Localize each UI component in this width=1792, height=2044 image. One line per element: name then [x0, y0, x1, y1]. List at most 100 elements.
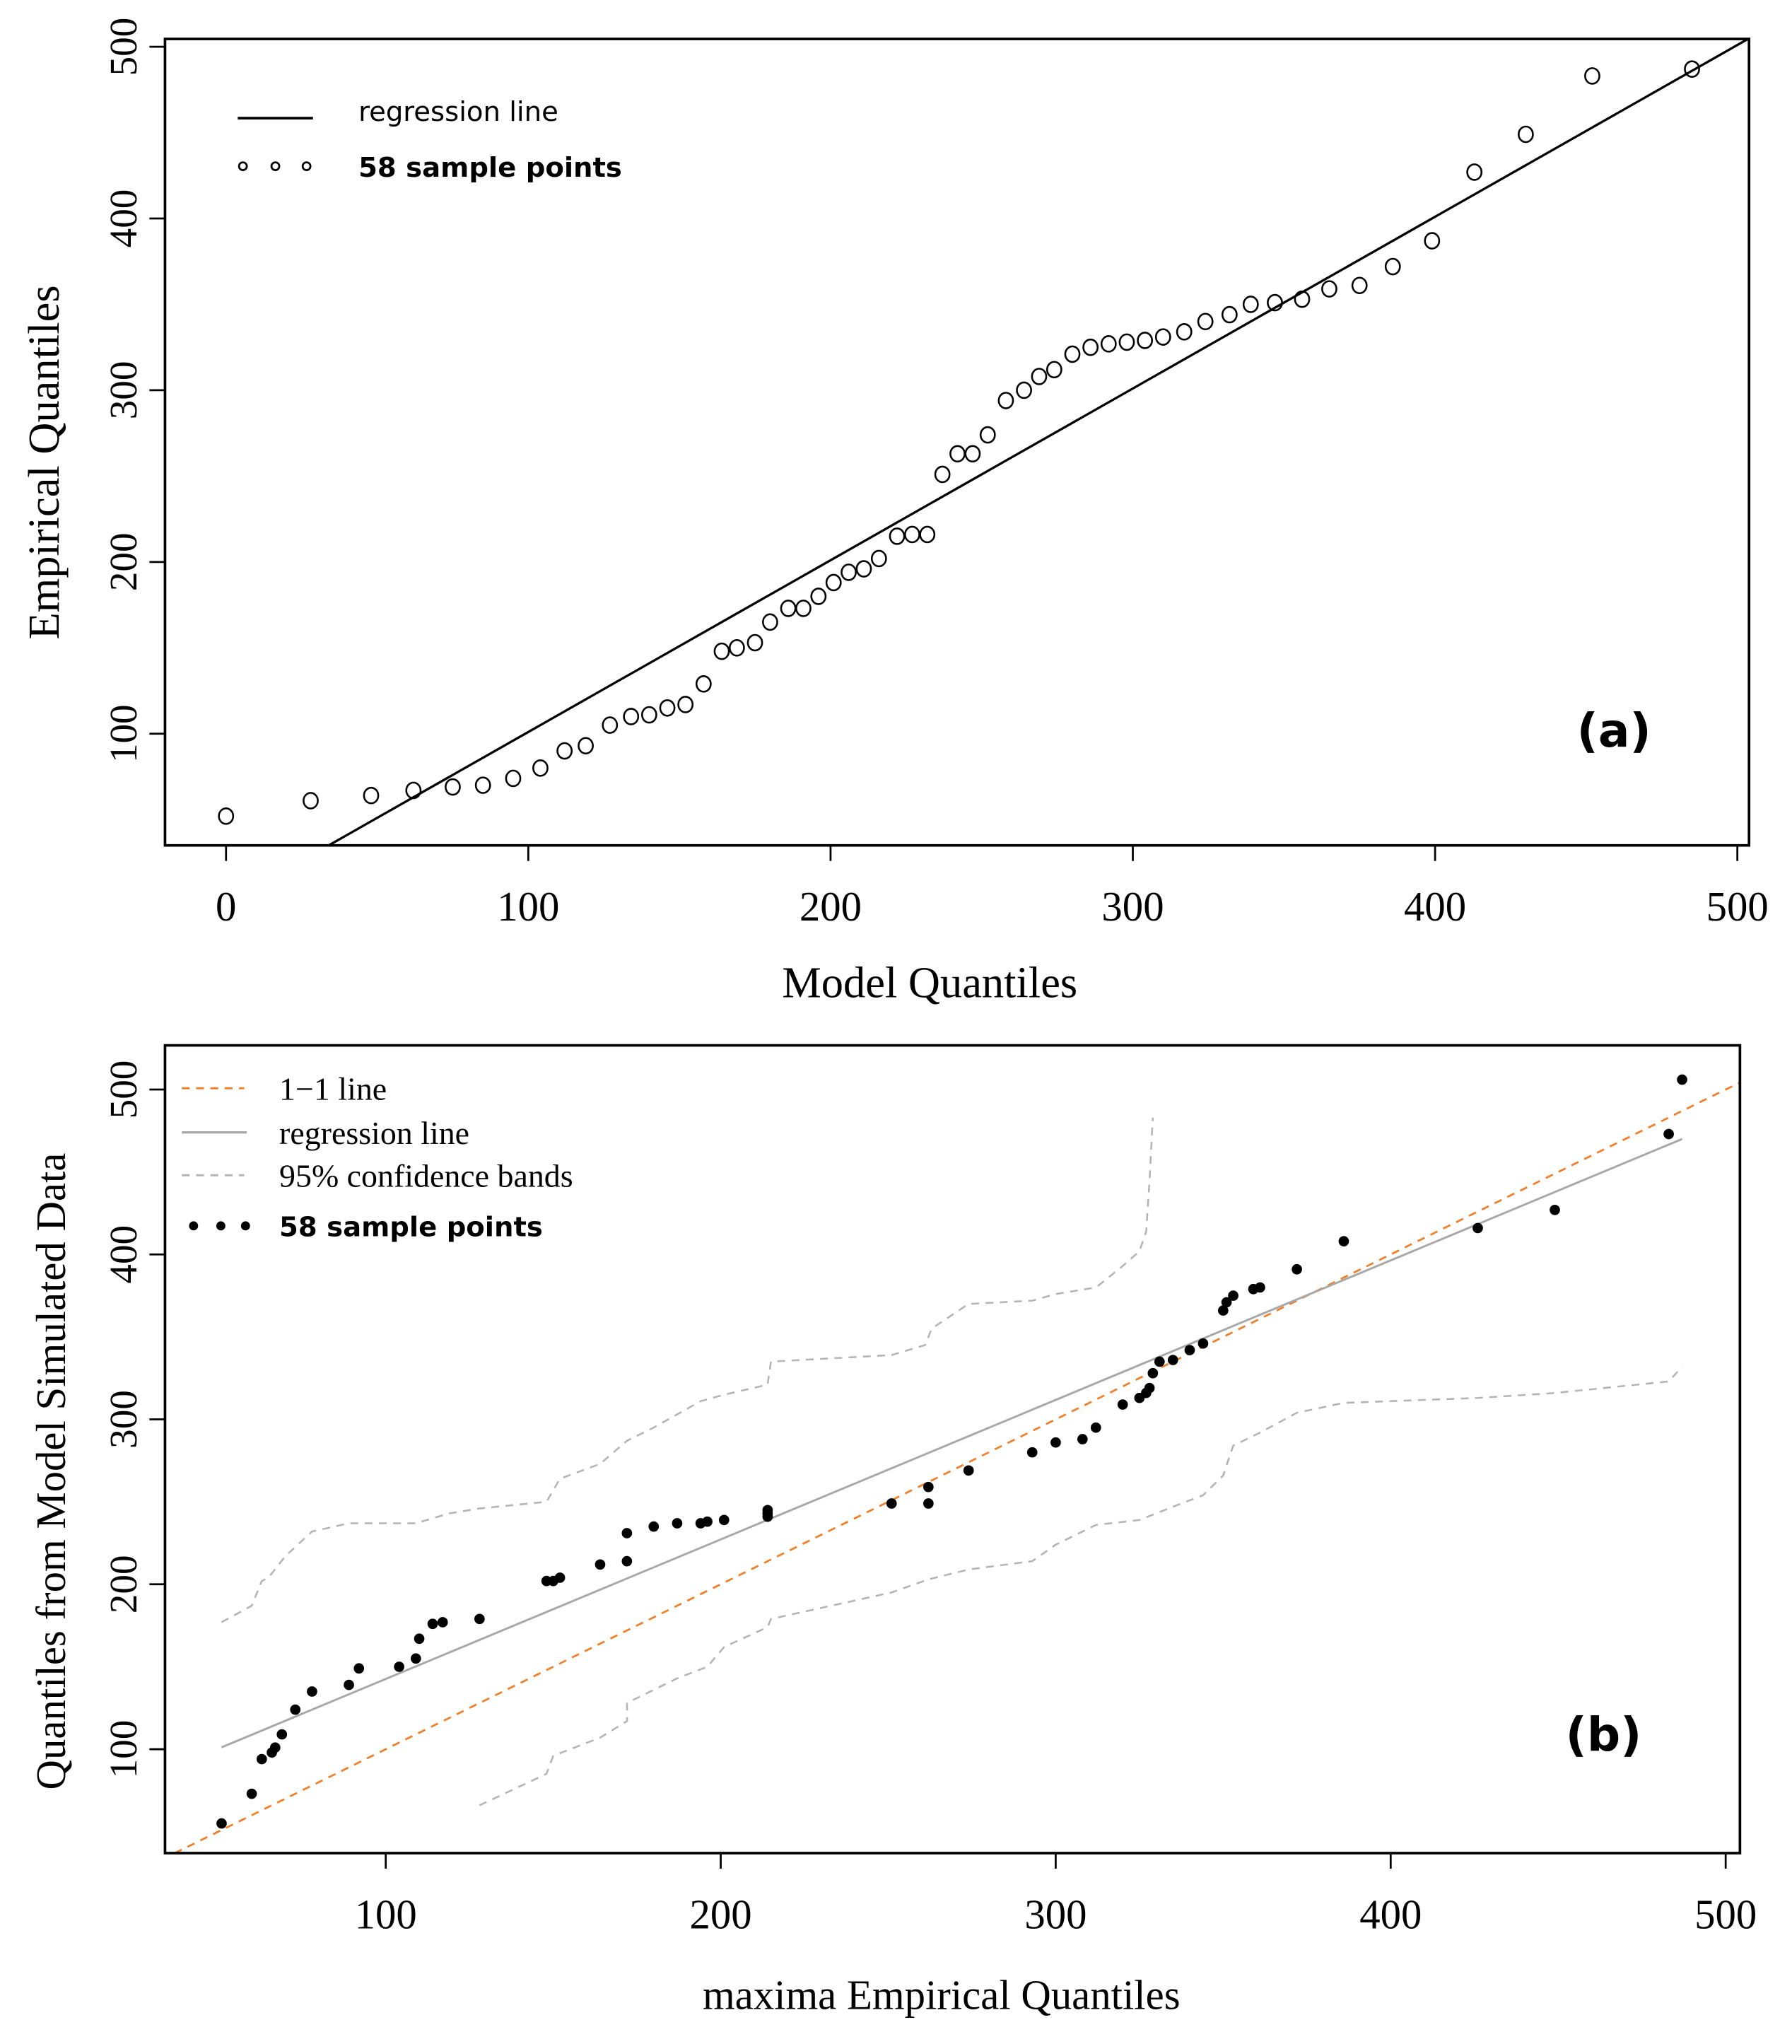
- sample-point: [702, 1516, 713, 1527]
- sample-point: [1100, 335, 1117, 353]
- sample-point: [1267, 293, 1283, 312]
- sample-point: [1154, 328, 1171, 346]
- legend-a: regression line 58 sample points: [238, 96, 622, 184]
- sample-point: [290, 1704, 301, 1715]
- sample-point: [762, 613, 778, 631]
- legend-point-swatch-a: [238, 161, 248, 171]
- x-tick-label: 400: [1404, 884, 1466, 930]
- sample-point: [394, 1662, 404, 1672]
- sample-point: [269, 1742, 281, 1753]
- sample-point: [997, 392, 1014, 409]
- panel-label-a: (a): [1577, 703, 1651, 758]
- sample-point: [934, 465, 951, 484]
- sample-point: [427, 1618, 438, 1630]
- sample-point: [595, 1559, 606, 1570]
- sample-point: [1221, 305, 1238, 324]
- sample-point: [640, 706, 657, 724]
- sample-point: [919, 525, 936, 544]
- regression-line: [221, 1138, 1683, 1748]
- sample-point: [1338, 1236, 1349, 1246]
- sample-point: [810, 588, 827, 605]
- sample-point: [1046, 361, 1062, 379]
- x-tick-label: 0: [216, 884, 236, 930]
- sample-point: [1294, 290, 1311, 308]
- sample-point: [1147, 1367, 1159, 1379]
- y-axis-label-a: Empirical Quantiles: [19, 285, 69, 639]
- upper-confidence-band: [221, 1117, 1154, 1623]
- sample-point: [855, 560, 872, 578]
- sample-point: [780, 600, 797, 617]
- plot-area-a: [218, 37, 1749, 847]
- legend-label-one-to-one: 1−1 line: [279, 1071, 387, 1107]
- x-tick-label: 200: [800, 884, 862, 930]
- sample-point: [556, 742, 573, 760]
- sample-point: [949, 445, 966, 463]
- y-tick-label: 300: [102, 361, 145, 420]
- sample-point: [728, 638, 745, 657]
- sample-point: [648, 1521, 660, 1532]
- sample-point: [505, 769, 522, 788]
- legend-point-swatch-b: [240, 1221, 250, 1231]
- sample-point: [1550, 1204, 1560, 1215]
- sample-point: [602, 716, 619, 734]
- x-tick-label: 500: [1694, 1892, 1757, 1938]
- sample-point: [1144, 1382, 1155, 1394]
- sample-point: [353, 1663, 365, 1674]
- legend-point-swatch-a: [301, 161, 312, 171]
- sample-point: [1351, 276, 1368, 295]
- sample-point: [216, 1818, 227, 1829]
- sample-point: [762, 1505, 773, 1516]
- sample-point: [1584, 67, 1600, 85]
- sample-point: [659, 699, 676, 717]
- sample-point: [695, 674, 712, 693]
- sample-point: [1663, 1128, 1674, 1140]
- panel-label-b: (b): [1566, 1707, 1642, 1762]
- x-tick-label: 500: [1706, 884, 1769, 930]
- sample-point: [1255, 1282, 1265, 1293]
- sample-point: [363, 786, 380, 805]
- y-tick-label: 300: [102, 1390, 145, 1449]
- sample-point: [1137, 332, 1154, 349]
- sample-point: [1197, 1338, 1209, 1349]
- sample-point: [713, 642, 730, 660]
- legend-point-swatch-b: [216, 1221, 226, 1231]
- sample-point: [256, 1753, 267, 1765]
- x-tick-label: 100: [355, 1892, 417, 1938]
- sample-point: [1197, 313, 1214, 331]
- x-axis-label-b: maxima Empirical Quantiles: [703, 1972, 1181, 2018]
- sample-point: [623, 708, 640, 725]
- sample-point: [1117, 1399, 1128, 1410]
- sample-point: [718, 1514, 730, 1526]
- sample-point: [923, 1498, 934, 1509]
- sample-point: [445, 778, 461, 796]
- sample-point: [1218, 1305, 1229, 1316]
- y-tick-label: 500: [102, 1061, 145, 1119]
- sample-point: [246, 1788, 257, 1799]
- legend-point-swatch-a: [270, 161, 281, 171]
- sample-point: [825, 573, 842, 592]
- sample-point: [1384, 257, 1401, 276]
- y-tick-label: 200: [102, 1555, 145, 1613]
- sample-point: [1321, 280, 1337, 298]
- sample-point: [554, 1572, 566, 1583]
- sample-point: [1228, 1290, 1238, 1301]
- sample-point: [1090, 1422, 1101, 1433]
- sample-point: [1472, 1222, 1483, 1234]
- sample-point: [621, 1555, 633, 1567]
- y-tick-label: 100: [102, 704, 145, 763]
- one-to-one-line: [174, 1081, 1740, 1855]
- x-axis-label-a: Model Quantiles: [782, 958, 1077, 1008]
- sample-point: [474, 776, 491, 794]
- sample-point: [1221, 1297, 1232, 1308]
- sample-point: [1016, 381, 1032, 399]
- plot-area-b: [174, 1074, 1740, 1855]
- sample-point: [1176, 323, 1193, 341]
- sample-point: [677, 696, 694, 713]
- sample-point: [886, 1498, 897, 1509]
- sample-point: [1424, 232, 1441, 250]
- axes-a: 0 100 200 300 400 500 100 200 300 400 500: [102, 18, 1769, 930]
- sample-point: [1684, 60, 1700, 78]
- y-tick-label: 200: [102, 533, 145, 592]
- sample-point: [410, 1653, 421, 1664]
